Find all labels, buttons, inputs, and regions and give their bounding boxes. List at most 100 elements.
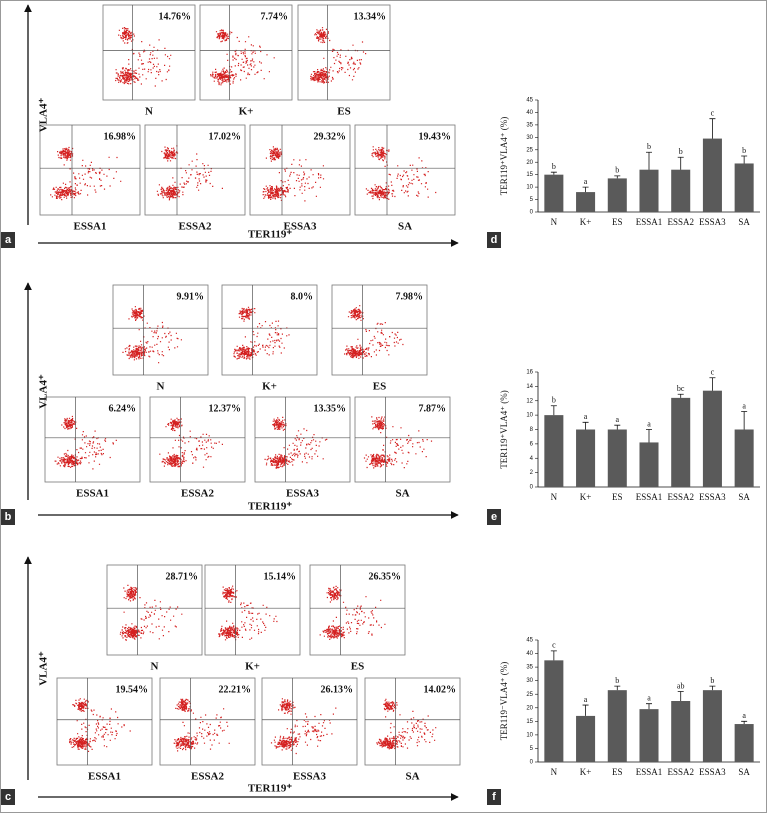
flow-plot — [199, 4, 293, 101]
x-tick-label: N — [551, 217, 558, 227]
plot-label: K+ — [262, 381, 277, 393]
x-axis-label: TER119⁺ — [248, 229, 293, 241]
y-tick-label: 0 — [530, 210, 534, 216]
plot-label: N — [157, 381, 165, 393]
significance-letter: a — [742, 711, 746, 720]
error-bar — [741, 720, 748, 725]
scatter-dots — [119, 584, 183, 641]
bar — [576, 429, 596, 487]
error-bar — [709, 685, 716, 691]
x-tick-label: K+ — [580, 767, 592, 777]
x-tick-label: ES — [612, 217, 623, 227]
percent: 29.32% — [314, 131, 347, 142]
y-tick-label: 45 — [526, 638, 533, 644]
y-tick-label: 45 — [526, 98, 533, 104]
y-tick-label: 10 — [526, 413, 533, 419]
flow-plot — [44, 396, 141, 483]
error-bar — [646, 703, 652, 710]
x-axis-label: TER119⁺ — [248, 501, 293, 513]
error-bar — [614, 424, 621, 430]
flow-plot — [149, 396, 246, 483]
significance-letter: b — [615, 676, 619, 685]
error-bar — [677, 156, 684, 170]
scatter-dots — [122, 306, 182, 364]
significance-letter: c — [552, 641, 556, 650]
error-bar — [582, 704, 589, 716]
scatter-dots — [50, 146, 122, 201]
scatter-dots — [233, 306, 290, 360]
y-tick-label: 15 — [526, 719, 533, 725]
flow-plot — [309, 564, 406, 656]
plot-label: ES — [337, 106, 350, 118]
x-tick-label: ESSA3 — [699, 492, 726, 502]
x-tick-label: ES — [612, 492, 623, 502]
scatter-dots — [376, 698, 437, 750]
y-tick-label: 8 — [530, 427, 534, 433]
significance-letter: c — [711, 368, 715, 377]
error-bar — [550, 405, 557, 416]
y-tick-label: 20 — [526, 705, 533, 711]
significance-letter: a — [584, 412, 588, 421]
plot-label: K+ — [239, 106, 254, 118]
scatter-dots — [115, 27, 172, 87]
panel-letter: f — [492, 791, 496, 803]
plot-label: ESSA2 — [178, 221, 212, 233]
percent: 28.71% — [166, 571, 199, 582]
y-tick-label: 15 — [526, 172, 533, 178]
panel-letter: d — [491, 234, 498, 246]
error-bar — [709, 118, 716, 139]
scatter-dots — [310, 27, 367, 84]
flow-plot — [354, 396, 451, 483]
panel-letter-box — [487, 789, 501, 805]
x-tick-label: ES — [612, 767, 623, 777]
significance-letter: a — [584, 177, 588, 186]
flow-plot — [331, 284, 428, 376]
bar — [639, 709, 659, 762]
percent: 8.0% — [291, 291, 314, 302]
y-tick-label: 10 — [526, 185, 533, 191]
flow-plot — [144, 124, 246, 216]
error-bar — [582, 421, 589, 430]
plot-label: N — [145, 106, 153, 118]
significance-letter: b — [710, 676, 714, 685]
bar — [576, 192, 596, 212]
error-bar — [677, 393, 684, 398]
bar — [639, 169, 659, 212]
percent: 22.21% — [219, 684, 252, 695]
bar — [671, 397, 691, 487]
panel-letter: e — [491, 511, 497, 523]
percent: 13.35% — [314, 403, 347, 414]
flow-plot — [159, 677, 256, 766]
plot-label: ESSA1 — [76, 488, 109, 500]
bar — [702, 390, 722, 487]
y-axis-label: TER119⁺VLA4⁺ (%) — [499, 390, 509, 468]
error-bar — [614, 175, 621, 179]
y-axis-label: TER119⁺VLA4⁺ (%) — [499, 117, 509, 195]
x-tick-label: K+ — [580, 217, 592, 227]
scatter-dots — [363, 416, 433, 469]
y-tick-label: 16 — [526, 370, 533, 376]
scatter-dots — [173, 698, 230, 752]
y-tick-label: 4 — [530, 456, 534, 462]
y-tick-label: 12 — [526, 398, 533, 404]
significance-letter: b — [647, 142, 651, 151]
scatter-dots — [270, 698, 337, 755]
x-tick-label: ESSA3 — [699, 217, 726, 227]
plot-label: N — [151, 661, 159, 673]
percent: 7.98% — [396, 291, 424, 302]
percent: 13.34% — [354, 11, 387, 22]
x-tick-label: ESSA1 — [636, 492, 663, 502]
flow-plot — [364, 677, 461, 766]
flow-plot — [254, 396, 351, 483]
percent: 6.24% — [109, 403, 137, 414]
scatter-dots — [218, 585, 278, 641]
plot-label: ESSA2 — [181, 488, 215, 500]
flow-plot — [261, 677, 358, 766]
y-tick-label: 14 — [526, 384, 533, 390]
plot-label: ESSA3 — [283, 221, 317, 233]
x-tick-label: K+ — [580, 492, 592, 502]
y-axis-label: VLA4⁺ — [38, 651, 50, 686]
percent: 26.35% — [369, 571, 402, 582]
panel-letter-box — [1, 232, 15, 248]
flow-plot — [106, 564, 203, 656]
